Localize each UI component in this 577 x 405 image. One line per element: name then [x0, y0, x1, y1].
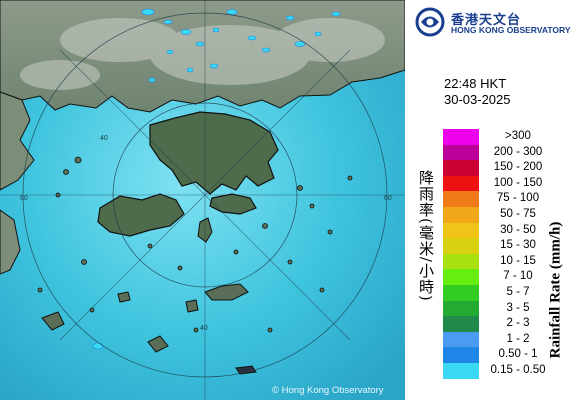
rain-echoes	[92, 8, 341, 350]
legend-label: 0.50 - 1	[498, 348, 538, 361]
legend-label: 50 - 75	[500, 208, 536, 220]
legend-label: 7 - 10	[503, 270, 533, 283]
legend-label: 5 - 7	[506, 286, 530, 298]
range-label-40-south: 40	[200, 325, 208, 332]
south-island-2	[41, 311, 65, 331]
legend-row: 200 - 300	[443, 144, 573, 161]
legend-row: 100 - 150	[443, 175, 573, 192]
legend-label: 75 - 100	[496, 192, 540, 205]
radar-map-canvas: 60 60 40 40	[0, 0, 406, 400]
legend-label: 1 - 2	[506, 332, 530, 345]
south-island-6	[117, 291, 131, 303]
south-island-1	[204, 283, 249, 301]
legend-swatch	[443, 269, 479, 285]
legend-label: 2 - 3	[506, 317, 530, 330]
legend-swatch	[443, 285, 479, 301]
legend-label: 10 - 15	[500, 254, 536, 267]
legend-swatch	[443, 253, 479, 270]
range-label-60-west: 60	[20, 195, 28, 202]
legend-swatch	[443, 144, 479, 161]
legend-label: 3 - 5	[506, 301, 530, 314]
lantau-island	[97, 193, 185, 237]
legend-swatch	[443, 300, 479, 317]
legend-label: 150 - 200	[493, 161, 543, 174]
hko-logo[interactable]: 香港天文台 HONG KONG OBSERVATORY	[415, 6, 575, 38]
legend-row: 1 - 2	[443, 331, 573, 348]
observation-date: 30-03-2025	[444, 92, 511, 107]
legend-row: 7 - 10	[443, 269, 573, 285]
copyright-notice: © Hong Kong Observatory	[272, 385, 384, 396]
legend-swatch	[443, 175, 479, 192]
legend-label: 15 - 30	[500, 239, 536, 252]
legend-swatch	[443, 222, 479, 239]
legend-row: >300	[443, 129, 573, 145]
legend-label: 100 - 150	[493, 176, 543, 189]
legend-row: 150 - 200	[443, 160, 573, 176]
radar-map[interactable]: 60 60 40 40 © Hong Kong Observatory	[0, 0, 406, 400]
legend-swatch	[443, 191, 479, 207]
logo-english-name: HONG KONG OBSERVATORY	[451, 25, 571, 35]
range-label-60-east: 60	[384, 195, 392, 202]
legend-label: 0.15 - 0.50	[490, 364, 546, 376]
legend-label: 200 - 300	[493, 145, 543, 158]
legend-swatch	[443, 129, 479, 145]
legend-row: 15 - 30	[443, 238, 573, 254]
south-island-5	[185, 299, 199, 313]
legend-swatch	[443, 363, 479, 379]
legend-title-chinese: 降雨率(毫米/小時)	[417, 170, 435, 302]
legend-row: 0.15 - 0.50	[443, 363, 573, 379]
legend-swatch	[443, 160, 479, 176]
legend-row: 75 - 100	[443, 191, 573, 207]
legend-row: 0.50 - 1	[443, 347, 573, 363]
legend-row: 2 - 3	[443, 316, 573, 332]
legend-row: 5 - 7	[443, 285, 573, 301]
legend-row: 10 - 15	[443, 253, 573, 270]
legend-swatch	[443, 331, 479, 348]
radial-lines	[0, 0, 405, 400]
logo-chinese-name: 香港天文台	[451, 13, 522, 28]
legend-swatch	[443, 238, 479, 254]
legend-row: 3 - 5	[443, 300, 573, 317]
hong-kong-island	[209, 193, 257, 215]
south-island-3	[147, 335, 169, 353]
south-island-4	[235, 365, 257, 375]
range-label-40-west: 40	[100, 135, 108, 142]
legend-row: 30 - 50	[443, 222, 573, 239]
legend-row: 50 - 75	[443, 207, 573, 223]
hko-emblem-icon	[415, 7, 445, 37]
observation-time: 22:48 HKT	[444, 76, 507, 91]
legend-label: >300	[505, 130, 531, 142]
new-territories-landmass	[149, 111, 279, 195]
legend-swatch	[443, 316, 479, 332]
legend-label: 30 - 50	[500, 223, 536, 236]
legend-swatch	[443, 207, 479, 223]
legend-swatch	[443, 347, 479, 363]
info-panel: 香港天文台 HONG KONG OBSERVATORY 22:48 HKT 30…	[405, 0, 577, 400]
small-islets	[37, 156, 353, 333]
west-peninsula	[0, 209, 21, 275]
